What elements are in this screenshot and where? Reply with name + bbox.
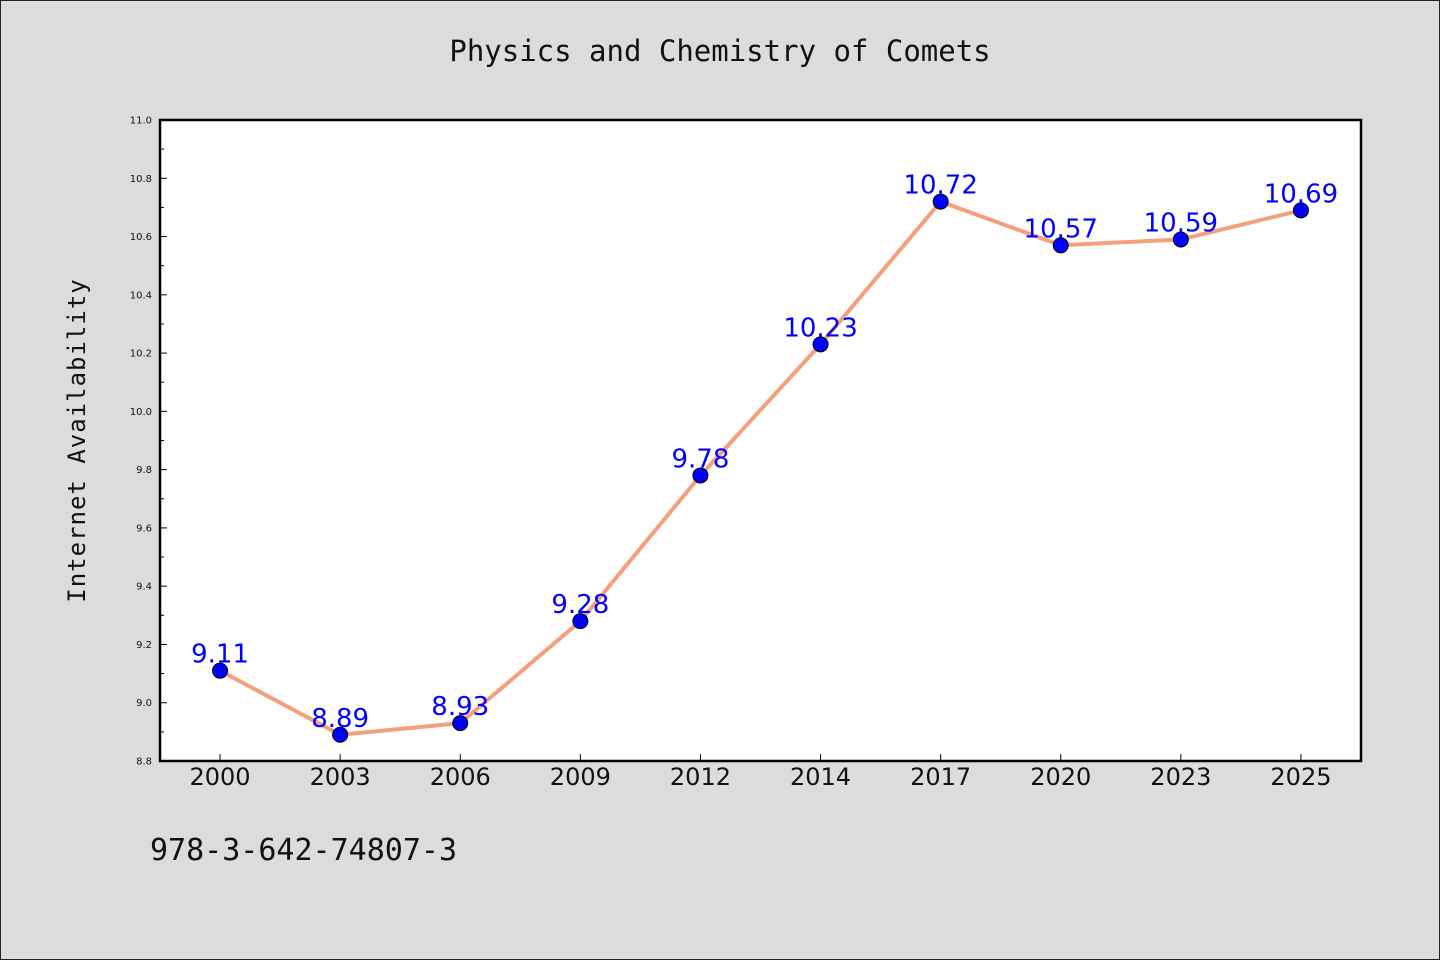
y-tick-label: 10.2 bbox=[130, 349, 152, 360]
x-tick-label: 2006 bbox=[430, 763, 491, 791]
x-tick-label: 2012 bbox=[670, 763, 731, 791]
x-tick-label: 2017 bbox=[910, 763, 971, 791]
data-label: 9.11 bbox=[191, 640, 249, 670]
data-markers bbox=[212, 193, 1309, 743]
data-point bbox=[572, 613, 589, 630]
y-tick-label: 9.8 bbox=[136, 465, 152, 476]
y-tick-label: 8.8 bbox=[136, 757, 152, 768]
y-axis-label: Internet Availability bbox=[63, 278, 91, 602]
y-axis: 8.8 9.0 9.2 9.4 9.6 9.8 10.0 10.2 10.4 10.6 10.8 11… bbox=[130, 116, 167, 768]
data-label: 10.59 bbox=[1144, 208, 1218, 238]
y-tick-label: 9.4 bbox=[136, 582, 152, 593]
data-point bbox=[212, 662, 229, 679]
y-tick-label: 9.6 bbox=[136, 523, 152, 534]
data-point bbox=[1292, 202, 1309, 219]
data-label: 8.89 bbox=[311, 704, 369, 734]
data-label: 9.28 bbox=[551, 590, 609, 620]
data-point bbox=[452, 715, 469, 732]
data-point bbox=[932, 193, 949, 210]
data-point bbox=[812, 336, 829, 353]
x-axis: 2000 2003 2006 2009 2012 2014 2017 2020 2023 2025 bbox=[190, 754, 1331, 791]
plot-area bbox=[160, 120, 1361, 761]
data-label: 10.69 bbox=[1264, 179, 1338, 209]
data-label: 8.93 bbox=[431, 692, 489, 722]
y-tick-label: 9.2 bbox=[136, 640, 152, 651]
y-tick-label: 10.8 bbox=[130, 174, 152, 185]
data-point bbox=[692, 467, 709, 484]
x-tick-label: 2014 bbox=[790, 763, 851, 791]
data-label: 9.78 bbox=[672, 444, 730, 474]
y-tick-label: 11.0 bbox=[130, 116, 152, 127]
y-tick-label: 10.0 bbox=[130, 407, 152, 418]
data-point bbox=[332, 726, 349, 743]
series-line bbox=[219, 199, 1302, 737]
x-tick-label: 2000 bbox=[190, 763, 251, 791]
y-tick-label: 10.6 bbox=[130, 232, 152, 243]
data-label: 10.72 bbox=[903, 171, 977, 201]
plot-border bbox=[158, 118, 1363, 763]
data-point bbox=[1172, 231, 1189, 248]
y-tick-label: 9.0 bbox=[136, 698, 152, 709]
data-label: 10.57 bbox=[1024, 214, 1098, 244]
x-tick-label: 2023 bbox=[1150, 763, 1211, 791]
data-label: 10.23 bbox=[783, 313, 857, 343]
x-tick-label: 2009 bbox=[550, 763, 611, 791]
data-point bbox=[1052, 237, 1069, 254]
data-labels: 9.11 8.89 8.93 9.28 9.78 10.23 10.72 10.57 10.59… bbox=[191, 171, 1338, 734]
x-tick-label: 2020 bbox=[1030, 763, 1091, 791]
x-tick-label: 2003 bbox=[310, 763, 371, 791]
series-line-group bbox=[219, 199, 1302, 737]
footer-code: 978-3-642-74807-3 bbox=[150, 833, 458, 868]
x-tick-label: 2025 bbox=[1270, 763, 1331, 791]
chart-title: Physics and Chemistry of Comets bbox=[449, 34, 991, 68]
y-tick-label: 10.4 bbox=[130, 290, 152, 301]
